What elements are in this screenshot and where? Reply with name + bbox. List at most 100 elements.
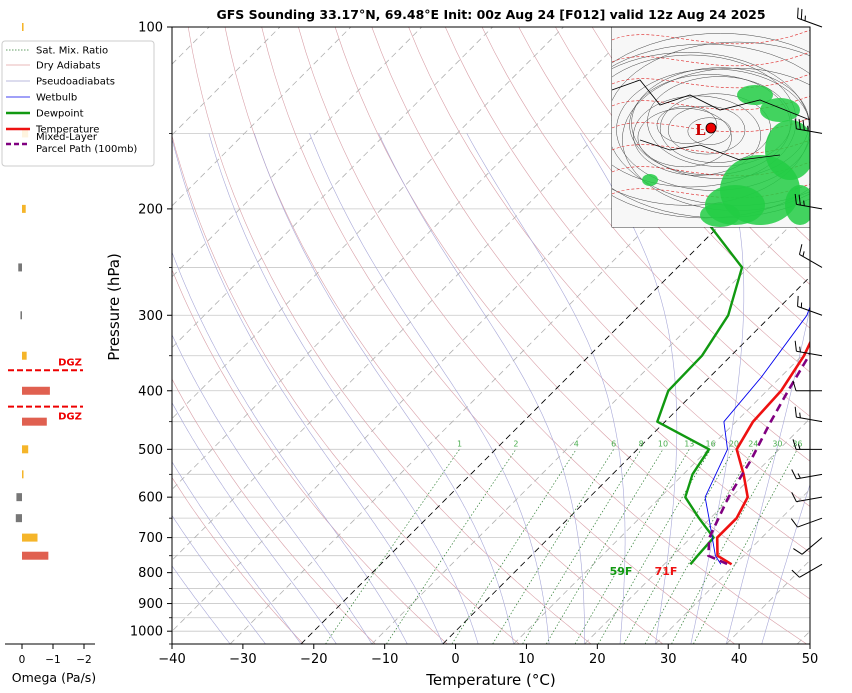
wind-barb-flag [798,194,801,206]
dry-adiabat [172,269,448,644]
wind-barb-shaft [796,496,823,503]
mixing-ratio-label: 36 [792,439,802,448]
omega-bar [16,493,22,502]
inset-thickness-line [612,29,810,45]
omega-bar [22,470,24,479]
mixing-ratio-line [325,449,460,644]
wind-barb [794,406,823,423]
legend: Sat. Mix. Ratio Dry Adiabats Pseudoadiabat… [1,40,155,167]
dry-adiabat [334,27,810,600]
plot-frame [171,26,811,645]
mixing-ratio-line [522,449,642,644]
wind-barb [792,380,822,392]
wind-barb [791,492,823,503]
y-tick-label: 600 [138,491,163,506]
legend-box [1,40,155,167]
inset-isobar [616,68,810,191]
x-tick-label: 0 [451,652,459,667]
inset-precip-area [760,98,800,122]
wind-barb-flag [793,548,803,555]
isotherm-line [172,27,706,561]
dry-adiabat [408,27,810,507]
mixing-ratio-line [545,449,664,644]
pseudoadiabat [172,402,337,644]
x-tick-label: −40 [158,652,185,667]
omega-bar [22,204,26,213]
y-tick-label: 500 [138,443,163,458]
wind-barbs [790,7,823,578]
legend-label: Dry Adiabats [36,61,100,72]
x-tick-label: 20 [589,652,606,667]
x-tick-label: 10 [518,652,535,667]
wind-barb [793,537,823,555]
dry-adiabat [812,27,852,644]
dry-adiabat [172,378,376,644]
inset-isobar [667,105,746,155]
legend-label: Temperature [35,125,99,136]
wind-barb [797,295,823,316]
y-axis: 100 200 300 400 500 600 700 800 900 1000 [130,21,172,645]
omega-bar [22,417,47,426]
mixing-ratio-line [451,449,577,644]
inset-border [639,139,781,161]
wind-barb-shaft [797,305,823,316]
wind-barb [794,193,823,210]
y-axis-label: Pressure (hPa) [105,253,123,361]
wind-barb-shaft [796,350,823,357]
wind-barb-flag [799,346,801,352]
wind-barb-flag [794,340,797,352]
wind-barb-flag [794,193,797,205]
omega-bar [22,551,49,560]
dry-adiabat [224,27,664,644]
wind-barb-flag [797,295,799,307]
dry-adiabat [591,27,810,285]
omega-bar [22,533,38,542]
series-line-temperature [715,340,810,566]
isotherm-line [172,27,777,632]
mixing-ratio-label: 8 [639,439,644,448]
inset-precip-area [642,174,658,186]
wind-barb-flag [794,406,797,418]
inset-coastline [612,79,810,121]
zero-isotherm [442,276,810,644]
mixing-ratio-line [492,449,614,644]
pseudoadiabat [466,133,626,644]
dry-adiabat [261,27,735,644]
wind-barb [794,340,823,357]
inset-isobar [659,93,771,163]
dry-adiabat [187,27,592,644]
wind-barb-flag [790,518,798,528]
x-tick-label: −20 [300,652,327,667]
omega-bar [22,23,24,31]
mixing-ratio-line [597,449,711,644]
wind-barb-flag [802,251,805,257]
legend-label: Wetbulb [36,93,77,104]
dry-adiabat [172,476,304,644]
wind-barb-flag [791,469,797,480]
wind-barb [797,7,823,28]
isotherm-line [371,205,810,644]
wind-barb-shaft [797,517,823,528]
y-tick-label: 200 [138,202,163,217]
pseudoadiabat [690,133,745,644]
omega-bar [20,311,22,320]
omega-bar [22,386,50,395]
wind-barb-flag [798,244,803,255]
omega-tick-label: −1 [45,654,60,666]
wind-barb [798,244,823,268]
y-tick-label: 900 [138,597,163,612]
pseudoadiabat [580,133,678,644]
mixing-ratio-labels: 1 2 4 6 8 10 13 16 20 24 30 36 [457,439,802,448]
isotherm-line [513,347,810,644]
wind-barb [792,439,822,450]
y-tick-label: 800 [138,566,163,581]
wind-barb-shaft [796,128,823,134]
x-tick-label: 40 [731,652,748,667]
dry-adiabat [371,27,810,553]
minus20-isotherm [300,134,810,644]
inset-isobar [687,117,732,145]
pseudoadiabat [172,334,373,644]
x-tick-label: 30 [660,652,677,667]
background-lines [172,27,852,644]
inset-map: L [611,26,811,228]
